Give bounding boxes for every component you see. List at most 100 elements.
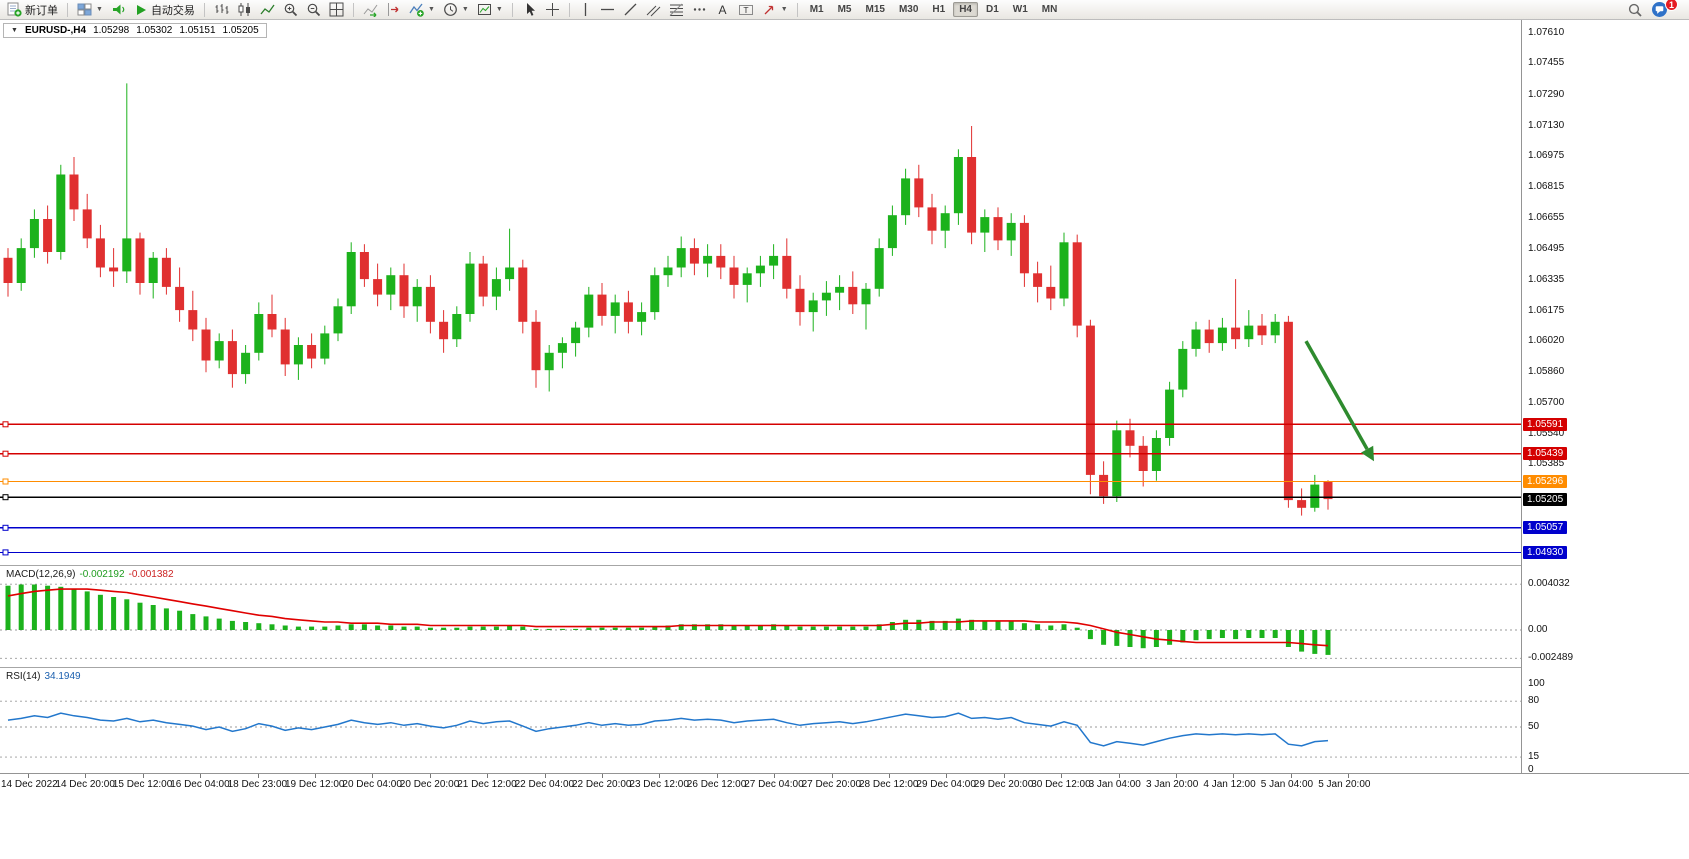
channel-button[interactable]: [643, 1, 664, 19]
time-axis-label: 30 Dec 12:00: [1031, 779, 1091, 790]
new-order-label: 新订单: [25, 4, 58, 17]
svg-text:T: T: [743, 5, 748, 15]
clock-icon: [443, 3, 457, 16]
text-button[interactable]: A: [712, 1, 733, 19]
channel-icon: [646, 5, 661, 17]
chevron-down-icon: ▼: [495, 6, 503, 13]
time-tick: [659, 774, 661, 778]
search-icon: [1628, 3, 1642, 17]
chart-dropdown-icon[interactable]: ▼: [11, 27, 18, 34]
trendline-icon: [624, 3, 637, 16]
timeframe-h4-button[interactable]: H4: [953, 2, 978, 17]
panel-divider[interactable]: [0, 565, 1689, 567]
price-tag: 1.05205: [1523, 492, 1568, 506]
line-chart-button[interactable]: [257, 1, 278, 19]
time-axis-label: 28 Dec 12:00: [859, 779, 919, 790]
fibonacci-button[interactable]: [666, 1, 687, 19]
cursor-button[interactable]: [519, 1, 540, 19]
timeframe-mn-button[interactable]: MN: [1041, 4, 1058, 15]
chart-shift-button[interactable]: [383, 1, 404, 19]
tile-windows-button[interactable]: [326, 1, 347, 19]
price-axis-label: 1.07290: [1528, 89, 1565, 100]
autotrade-button[interactable]: 自动交易: [131, 1, 198, 19]
zoom-out-icon: [307, 3, 321, 17]
candlestick-chart-button[interactable]: [234, 1, 255, 19]
quote-high: 1.05302: [136, 25, 173, 36]
timeframe-m5-button[interactable]: M5: [837, 4, 852, 15]
timeframe-h1-button[interactable]: H1: [932, 4, 946, 15]
rsi-axis-label: 0: [1528, 764, 1534, 775]
price-tag: 1.04930: [1523, 545, 1568, 559]
template-chart-icon: [477, 4, 491, 15]
time-tick: [1348, 774, 1350, 778]
horizontal-line-icon: [600, 8, 614, 11]
time-tick: [1003, 774, 1005, 778]
rsi-axis-label: 50: [1528, 721, 1540, 732]
macd-canvas[interactable]: [0, 567, 1521, 667]
time-axis-label: 29 Dec 20:00: [973, 779, 1034, 790]
shapes-grid-icon: [693, 8, 705, 11]
rsi-canvas[interactable]: [0, 669, 1521, 773]
text-icon: A: [718, 3, 726, 17]
indicators-button[interactable]: ▼: [406, 1, 438, 19]
search-button[interactable]: [1624, 1, 1646, 19]
time-tick: [315, 774, 316, 778]
time-axis-label: 19 Dec 12:00: [285, 779, 345, 790]
timeframe-d1-button[interactable]: D1: [986, 4, 999, 15]
timeframe-m30-button[interactable]: M30: [898, 4, 919, 15]
arrows-button[interactable]: ▼: [759, 1, 791, 19]
vertical-line-button[interactable]: [576, 1, 595, 19]
panel-divider[interactable]: [0, 667, 1689, 669]
announcement-icon: [112, 4, 125, 15]
price-axis[interactable]: 1.07610 1.07455 1.07290 1.07130 1.06975 1.068…: [1521, 19, 1689, 775]
toolbar-separator: [796, 2, 798, 17]
time-tick: [716, 774, 718, 778]
rsi-axis-label: 80: [1528, 695, 1540, 707]
new-order-icon: [7, 2, 22, 17]
bar-chart-button[interactable]: [211, 1, 232, 19]
toolbar: 新订单 ▼ 自动交易: [0, 0, 1689, 20]
time-axis-label: 18 Dec 23:00: [227, 779, 288, 790]
timeframe-m15-button[interactable]: M15: [865, 4, 885, 15]
candlestick-icon: [238, 3, 250, 16]
price-tag: 1.05057: [1523, 521, 1568, 535]
time-axis-label: 14 Dec 2022: [1, 779, 58, 790]
main-chart-canvas[interactable]: [0, 19, 1521, 565]
shapes-button[interactable]: [689, 1, 710, 19]
trendline-button[interactable]: [620, 1, 641, 19]
price-axis-label: 1.05385: [1528, 458, 1565, 470]
timeframe-m1-button[interactable]: M1: [809, 4, 824, 15]
price-axis-label: 1.06335: [1528, 274, 1565, 286]
horizontal-line-button[interactable]: [597, 1, 618, 19]
notification-badge: 1: [1665, 0, 1678, 11]
time-tick: [487, 774, 489, 778]
zoom-in-button[interactable]: [280, 1, 301, 19]
new-order-button[interactable]: 新订单: [4, 1, 61, 19]
rsi-axis-label: 100: [1528, 678, 1545, 689]
time-axis-label: 16 Dec 04:00: [170, 779, 230, 790]
zoom-out-button[interactable]: [303, 1, 324, 19]
tile-windows-icon: [329, 2, 344, 17]
macd-axis-label: 0.00: [1528, 624, 1548, 635]
periods-button[interactable]: ▼: [440, 1, 472, 19]
crosshair-button[interactable]: [542, 1, 563, 19]
zoom-in-icon: [284, 3, 298, 17]
toolbar-separator: [511, 2, 513, 17]
time-axis-label: 23 Dec 12:00: [629, 779, 689, 790]
notifications-button[interactable]: 1: [1648, 0, 1678, 19]
alerts-button[interactable]: [108, 1, 129, 19]
time-tick: [200, 774, 202, 778]
time-tick: [602, 774, 603, 778]
auto-scroll-icon: [363, 4, 378, 17]
chevron-down-icon: ▼: [96, 6, 103, 13]
charts-menu-button[interactable]: ▼: [74, 1, 106, 19]
label-button[interactable]: T: [735, 1, 757, 19]
macd-axis-label: 0.004032: [1528, 578, 1570, 590]
templates-button[interactable]: ▼: [474, 1, 506, 19]
time-axis[interactable]: 14 Dec 2022 14 Dec 20:00 15 Dec 12:00 16 De…: [0, 773, 1689, 793]
timeframe-w1-button[interactable]: W1: [1012, 4, 1028, 15]
auto-scroll-button[interactable]: [360, 1, 381, 19]
crosshair-icon: [545, 3, 559, 16]
rsi-axis-label: 15: [1528, 751, 1540, 763]
time-tick: [142, 774, 144, 778]
